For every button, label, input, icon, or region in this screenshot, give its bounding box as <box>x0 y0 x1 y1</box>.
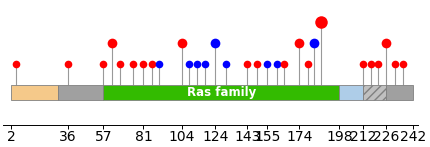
Text: Ras family: Ras family <box>187 86 256 99</box>
Bar <box>386 85 413 100</box>
Bar <box>339 85 363 100</box>
Bar <box>58 85 103 100</box>
Bar <box>363 85 386 100</box>
Bar <box>103 85 339 100</box>
Bar <box>11 85 58 100</box>
